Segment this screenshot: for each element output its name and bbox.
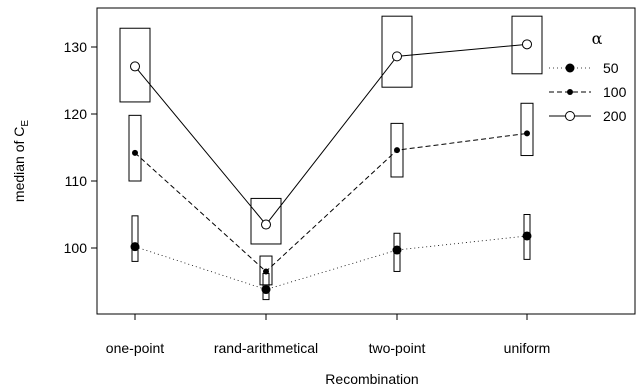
series-markers <box>130 39 532 295</box>
point-200-uniform <box>522 39 532 50</box>
legend: α 50 100 200 <box>549 29 627 124</box>
ci-box-200-uniform <box>511 15 543 75</box>
point-100-one-point <box>132 149 138 156</box>
legend-marker-100 <box>567 89 573 95</box>
ci-box-200-two-point <box>381 15 413 88</box>
ci-box-100-rand-arithmetical <box>259 255 273 286</box>
y-axis-ticks: 100 110 120 130 <box>64 39 97 256</box>
x-tick-label-one-point: one-point <box>106 340 164 356</box>
point-200-one-point <box>130 61 140 72</box>
series-line-50 <box>134 235 528 290</box>
series-line-100 <box>134 132 528 273</box>
ci-box-200-rand-arithmetical <box>250 197 282 245</box>
point-100-rand-arithmetical <box>263 268 269 275</box>
point-200-rand-arithmetical <box>261 219 271 230</box>
point-200-two-point <box>392 51 402 62</box>
y-tick-label-120: 120 <box>64 106 88 122</box>
legend-title: α <box>592 29 603 48</box>
point-50-two-point <box>392 245 402 255</box>
series-lines <box>134 43 528 290</box>
legend-label-200: 200 <box>603 108 627 124</box>
x-tick-label-two-point: two-point <box>369 340 426 356</box>
ci-box-200-one-point <box>119 27 151 103</box>
y-tick-label-110: 110 <box>65 173 88 189</box>
y-axis-title-subscript: E <box>20 120 31 127</box>
y-tick-label-100: 100 <box>64 240 88 256</box>
ci-box-50-one-point <box>131 215 139 262</box>
plot-frame <box>96 7 636 315</box>
point-50-rand-arithmetical <box>261 285 271 295</box>
point-50-one-point <box>130 242 140 252</box>
ci-box-100-one-point <box>128 114 142 182</box>
y-axis-title: median of CE <box>11 120 31 202</box>
x-axis-ticks: one-point rand-arithmetical two-point unifo… <box>106 314 551 356</box>
legend-marker-50 <box>565 63 575 73</box>
confidence-boxes <box>119 15 543 301</box>
series-line-200 <box>134 43 528 226</box>
ci-box-100-two-point <box>390 122 404 178</box>
point-100-two-point <box>394 147 400 154</box>
legend-label-100: 100 <box>603 84 627 100</box>
y-tick-label-130: 130 <box>64 39 88 55</box>
y-axis-title-main: median of C <box>11 127 27 202</box>
x-tick-label-rand-arithmetical: rand-arithmetical <box>214 340 318 356</box>
point-50-uniform <box>522 231 532 241</box>
x-tick-label-uniform: uniform <box>504 340 551 356</box>
point-100-uniform <box>524 130 530 137</box>
x-axis-title: Recombination <box>325 371 418 387</box>
legend-label-50: 50 <box>603 60 619 76</box>
legend-marker-200 <box>565 111 575 121</box>
ci-box-100-uniform <box>520 102 534 157</box>
